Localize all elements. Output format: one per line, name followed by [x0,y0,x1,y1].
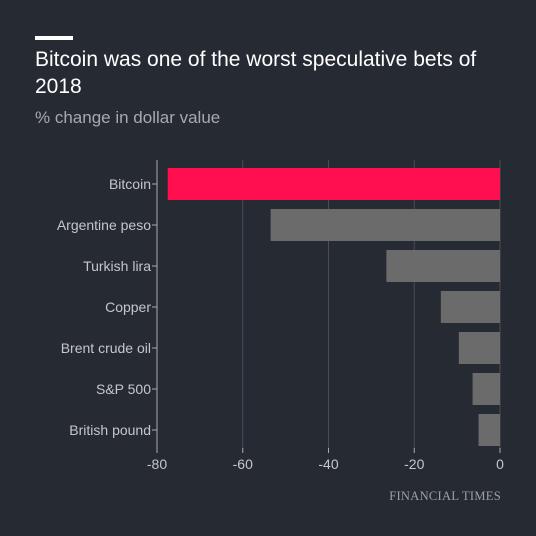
bar-british-pound [478,414,500,446]
x-tick-label: -20 [404,456,424,472]
chart-title: Bitcoin was one of the worst speculative… [35,48,477,98]
x-tick-label: 0 [496,456,504,472]
category-label: Copper [105,299,151,315]
category-label: British pound [69,422,151,438]
category-labels: Bitcoin Argentine peso Turkish lira Copper B… [57,176,157,438]
chart-subtitle: % change in dollar value [35,108,221,127]
x-tick-label: -80 [147,456,167,472]
source-credit: FINANCIAL TIMES [389,489,501,503]
bar-s-p-500 [472,373,500,405]
bar-brent-crude-oil [458,332,500,364]
x-tick-label: -40 [318,456,338,472]
category-label: S&P 500 [96,381,151,397]
top-rule [35,36,73,40]
x-axis-ticks: -80 -60 -40 -20 0 [147,448,504,472]
category-label: Bitcoin [109,176,151,192]
bar-copper [440,291,500,323]
category-label: Argentine peso [57,217,151,233]
bar-argentine-peso [270,209,500,241]
bar-bitcoin [167,168,500,200]
x-tick-label: -60 [233,456,253,472]
bars [167,168,500,446]
bar-turkish-lira [386,250,500,282]
category-label: Turkish lira [83,258,151,274]
category-label: Brent crude oil [61,340,151,356]
